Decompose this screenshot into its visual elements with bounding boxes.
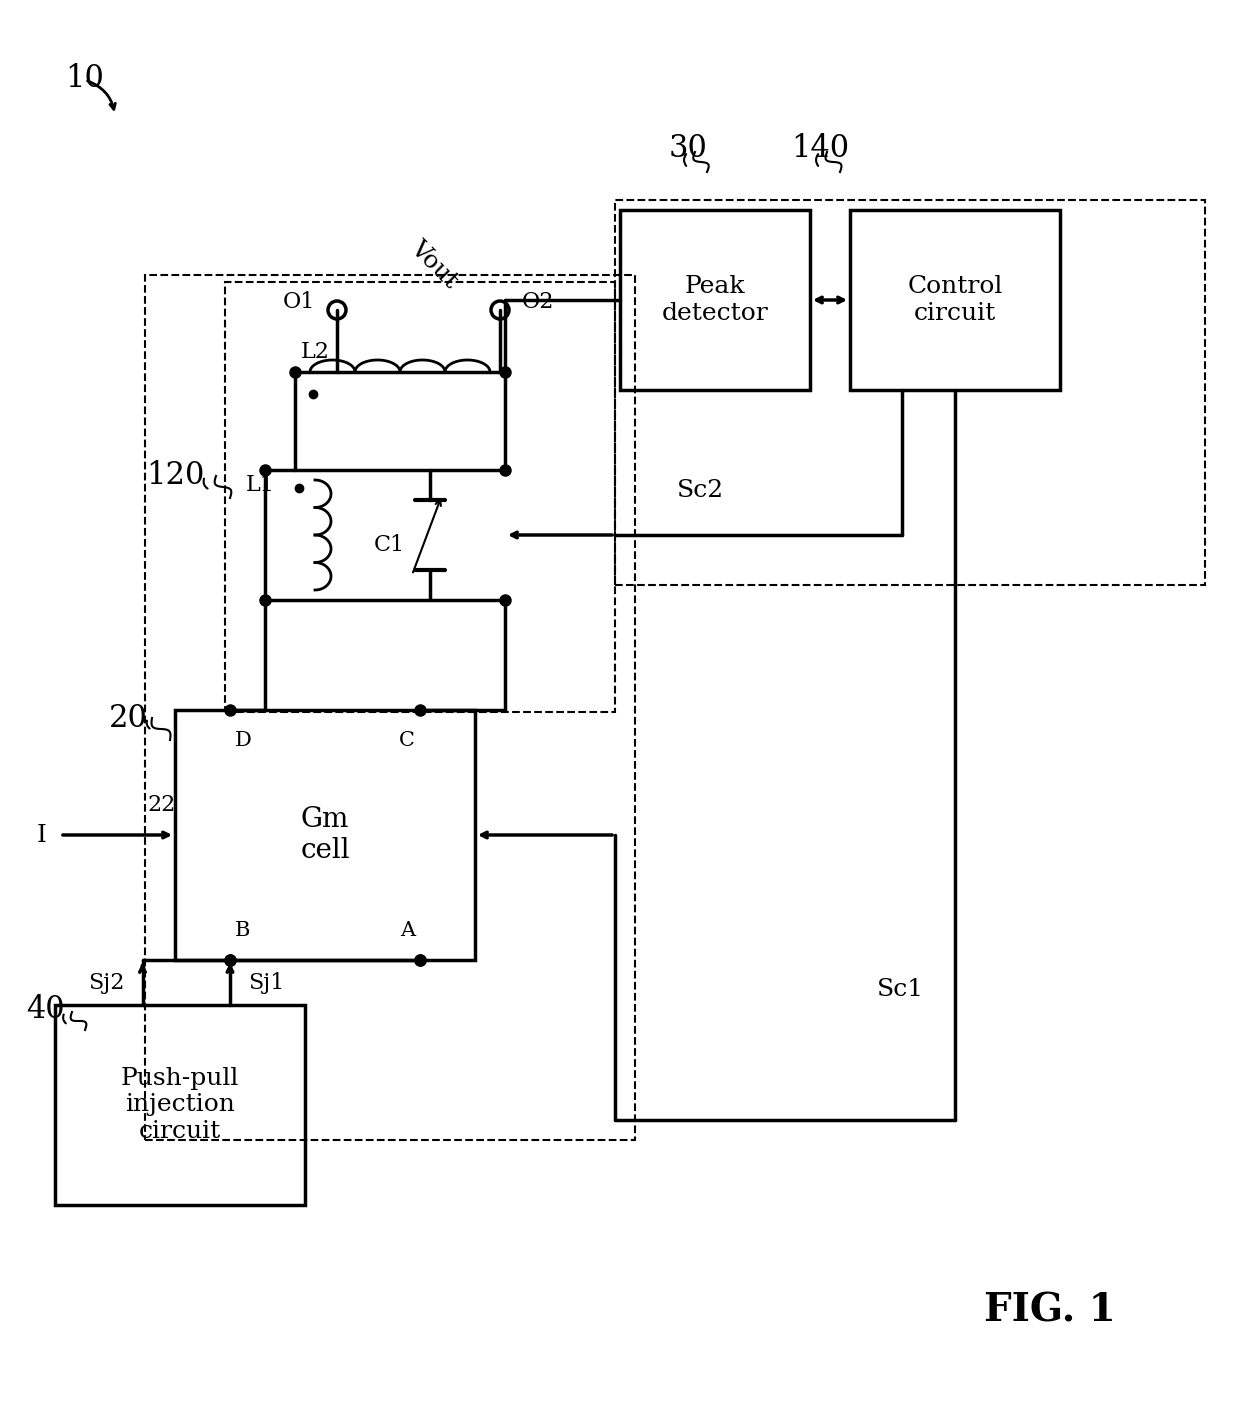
Text: I: I — [37, 824, 47, 846]
Text: Peak
detector: Peak detector — [662, 276, 769, 325]
Text: Control
circuit: Control circuit — [908, 276, 1003, 325]
Bar — [145, 276, 635, 1140]
Text: Sj2: Sj2 — [88, 972, 124, 993]
Text: Sc2: Sc2 — [677, 479, 724, 502]
Text: O1: O1 — [283, 291, 315, 314]
Text: FIG. 1: FIG. 1 — [985, 1291, 1116, 1330]
Bar — [175, 709, 475, 959]
Text: 120: 120 — [146, 459, 205, 490]
Text: B: B — [236, 920, 250, 940]
Text: 140: 140 — [791, 133, 849, 164]
Text: Vout: Vout — [405, 237, 461, 294]
Text: 20: 20 — [109, 702, 148, 733]
Bar — [615, 201, 1205, 585]
Text: A: A — [399, 920, 415, 940]
Text: 10: 10 — [66, 62, 104, 93]
Text: O2: O2 — [522, 291, 554, 314]
Text: Sj1: Sj1 — [248, 972, 284, 993]
Bar — [849, 211, 1060, 390]
Text: L2: L2 — [300, 341, 330, 363]
Bar — [620, 211, 810, 390]
Text: 22: 22 — [148, 794, 176, 815]
Bar — [224, 283, 615, 712]
Text: D: D — [236, 731, 252, 749]
Text: 40: 40 — [26, 995, 64, 1026]
Text: C: C — [399, 731, 415, 749]
Text: Sc1: Sc1 — [877, 978, 924, 1002]
Text: L1: L1 — [246, 473, 275, 496]
Text: 30: 30 — [668, 133, 708, 164]
Text: Gm
cell: Gm cell — [300, 805, 350, 865]
Text: C1: C1 — [374, 534, 405, 555]
Text: Push-pull
injection
circuit: Push-pull injection circuit — [120, 1067, 239, 1143]
Bar — [55, 1005, 305, 1205]
